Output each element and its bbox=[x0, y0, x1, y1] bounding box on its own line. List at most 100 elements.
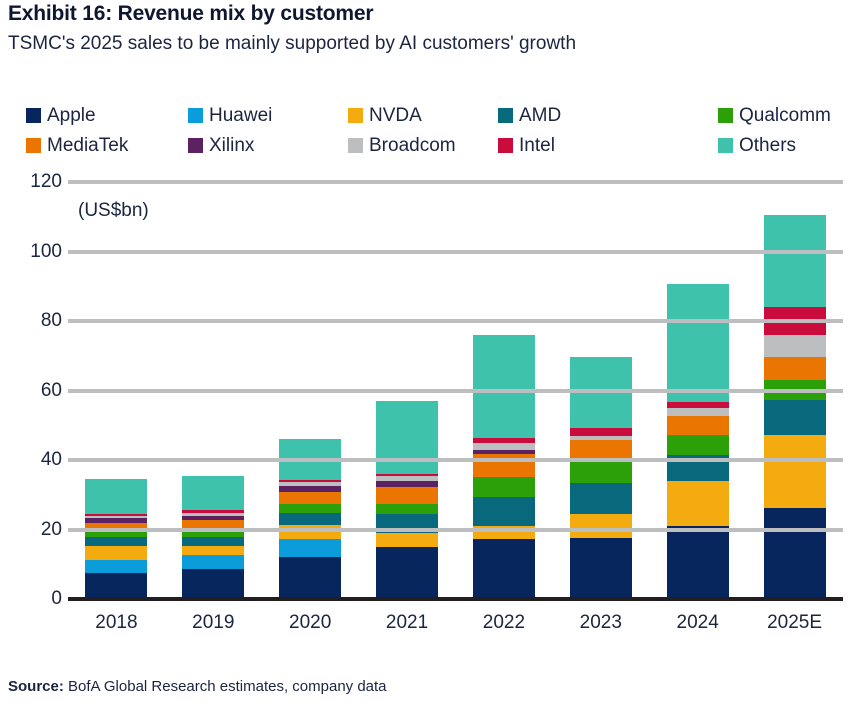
plot-area: 0 20 40 60 80 100 120 (US$bn) bbox=[0, 171, 853, 610]
y-axis-tick-label: 60 bbox=[40, 379, 62, 401]
bar-segment-broadcom bbox=[763, 334, 826, 357]
x-axis-tick-label: 2020 bbox=[289, 612, 332, 633]
bar-segment-huawei bbox=[279, 538, 342, 558]
legend-item-nvda[interactable]: NVDA bbox=[348, 106, 422, 125]
bar-segment-others bbox=[85, 478, 148, 514]
y-axis: 0 20 40 60 80 100 120 bbox=[0, 171, 62, 609]
gridline bbox=[68, 458, 843, 462]
legend-label: NVDA bbox=[369, 104, 422, 126]
legend-item-intel[interactable]: Intel bbox=[498, 136, 555, 155]
bar-segment-broadcom bbox=[569, 436, 632, 440]
bar-segment-qualcomm bbox=[279, 503, 342, 513]
bar-segment-intel bbox=[666, 401, 729, 408]
x-axis-line bbox=[68, 597, 843, 601]
bar-segment-intel bbox=[569, 428, 632, 437]
legend-item-amd[interactable]: AMD bbox=[498, 106, 561, 125]
bars-container bbox=[68, 180, 843, 597]
bar-segment-others bbox=[666, 284, 729, 402]
y-axis-tick-label: 80 bbox=[40, 310, 62, 331]
y-axis-tick-label: 0 bbox=[51, 588, 62, 609]
bar-2023[interactable] bbox=[569, 357, 632, 597]
bar-segment-others bbox=[569, 357, 632, 429]
gridline bbox=[68, 388, 843, 393]
bar-2019[interactable] bbox=[182, 475, 245, 597]
bar-segment-apple bbox=[376, 547, 439, 597]
x-axis-tick-label: 2024 bbox=[676, 612, 719, 633]
x-axis-tick-label: 2021 bbox=[385, 612, 429, 633]
legend-label: AMD bbox=[519, 104, 562, 126]
bar-segment-others bbox=[182, 475, 245, 511]
bar-segment-intel bbox=[85, 513, 148, 516]
legend-swatch-icon bbox=[188, 137, 203, 153]
x-axis: 2018 2019 2020 2021 2022 2023 2024 2025E bbox=[68, 612, 843, 642]
y-axis-units-label: (US$bn) bbox=[78, 200, 149, 221]
bar-segment-intel bbox=[182, 510, 245, 513]
chart-legend: Apple Huawei NVDA AMD Qualcomm MediaTek Xilin… bbox=[26, 100, 846, 160]
y-axis-tick-label: 100 bbox=[30, 240, 62, 262]
bar-segment-qualcomm bbox=[376, 503, 439, 515]
bar-segment-qualcomm bbox=[85, 528, 148, 537]
y-axis-tick-label: 40 bbox=[40, 449, 62, 470]
bar-segment-apple bbox=[182, 569, 245, 597]
legend-swatch-icon bbox=[188, 107, 203, 123]
bar-2020[interactable] bbox=[279, 438, 342, 597]
legend-label: Intel bbox=[519, 134, 555, 156]
legend-item-huawei[interactable]: Huawei bbox=[188, 106, 272, 125]
bar-segment-others bbox=[763, 214, 826, 307]
x-axis-tick-label: 2025E bbox=[767, 612, 823, 633]
source-divider bbox=[0, 668, 853, 669]
bar-segment-intel bbox=[472, 437, 535, 444]
bar-2021[interactable] bbox=[376, 400, 439, 597]
bar-segment-amd bbox=[763, 399, 826, 435]
x-axis-tick-label: 2018 bbox=[95, 612, 138, 633]
bar-segment-xilinx bbox=[182, 516, 245, 521]
bar-2018[interactable] bbox=[85, 478, 148, 597]
grid-area bbox=[68, 180, 843, 601]
bar-segment-broadcom bbox=[472, 443, 535, 451]
bar-segment-nvda bbox=[569, 513, 632, 538]
y-axis-tick-label: 20 bbox=[40, 518, 62, 540]
bar-segment-apple bbox=[666, 526, 729, 597]
legend-label: Apple bbox=[47, 104, 96, 126]
legend-row-2: MediaTek Xilinx Broadcom Intel Others bbox=[26, 130, 846, 160]
bar-segment-broadcom bbox=[279, 481, 342, 486]
legend-label: MediaTek bbox=[47, 134, 129, 156]
x-axis-tick-label: 2019 bbox=[192, 612, 235, 633]
legend-swatch-icon bbox=[348, 137, 363, 153]
legend-swatch-icon bbox=[718, 137, 733, 153]
bar-segment-intel bbox=[376, 473, 439, 477]
source-text: BofA Global Research estimates, company … bbox=[63, 678, 387, 695]
bar-segment-apple bbox=[85, 572, 148, 597]
bar-segment-qualcomm bbox=[182, 528, 245, 537]
bar-segment-apple bbox=[569, 537, 632, 597]
bar-segment-amd bbox=[472, 497, 535, 527]
bar-segment-xilinx bbox=[85, 518, 148, 523]
x-axis-tick-label: 2022 bbox=[482, 612, 526, 633]
bar-segment-apple bbox=[472, 538, 535, 597]
bar-segment-xilinx bbox=[472, 450, 535, 454]
bar-segment-mediatek bbox=[85, 522, 148, 529]
bar-2024[interactable] bbox=[666, 284, 729, 597]
bar-segment-mediatek bbox=[182, 520, 245, 529]
bar-segment-mediatek bbox=[763, 356, 826, 381]
legend-item-broadcom[interactable]: Broadcom bbox=[348, 136, 456, 155]
legend-swatch-icon bbox=[498, 137, 513, 153]
source-label: Source: bbox=[8, 678, 64, 695]
bar-2022[interactable] bbox=[472, 334, 535, 597]
bar-segment-others bbox=[376, 400, 439, 474]
bar-segment-others bbox=[472, 334, 535, 438]
bar-segment-apple bbox=[279, 557, 342, 597]
bar-segment-intel bbox=[279, 479, 342, 482]
legend-item-mediatek[interactable]: MediaTek bbox=[26, 136, 128, 155]
legend-item-xilinx[interactable]: Xilinx bbox=[188, 136, 254, 155]
legend-item-others[interactable]: Others bbox=[718, 136, 796, 155]
legend-swatch-icon bbox=[498, 107, 513, 123]
page-subtitle: TSMC's 2025 sales to be mainly supported… bbox=[8, 33, 577, 54]
source-note: Source: BofA Global Research estimates, … bbox=[8, 678, 387, 695]
legend-item-apple[interactable]: Apple bbox=[26, 106, 96, 125]
legend-item-qualcomm[interactable]: Qualcomm bbox=[718, 106, 831, 125]
legend-label: Broadcom bbox=[369, 134, 456, 156]
legend-swatch-icon bbox=[26, 137, 41, 153]
bar-2025E[interactable] bbox=[763, 214, 826, 597]
gridline bbox=[68, 249, 843, 254]
